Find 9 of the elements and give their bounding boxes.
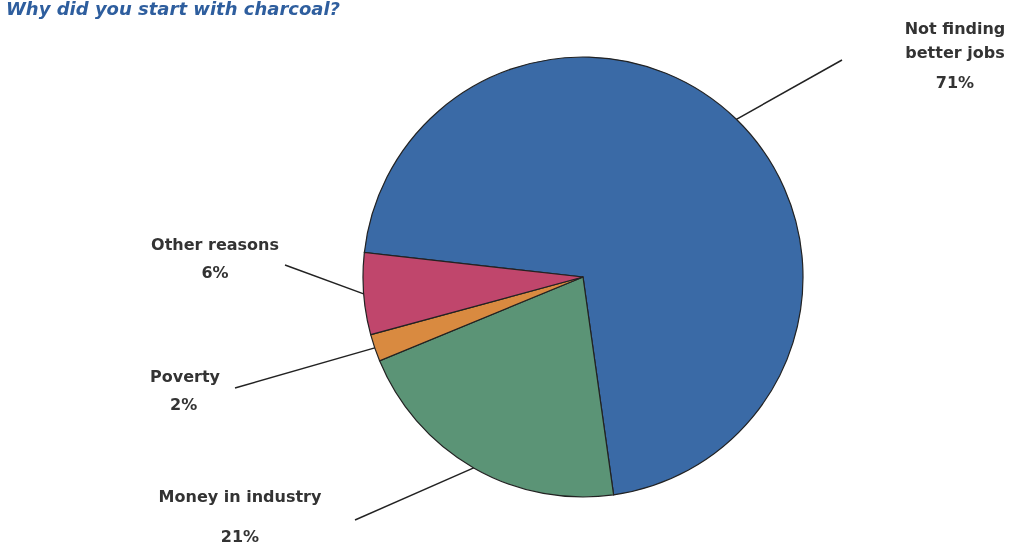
- slice-label: Other reasons: [151, 235, 279, 254]
- slice-label: Poverty: [150, 367, 221, 386]
- chart-title: Why did you start with charcoal?: [6, 0, 341, 19]
- data-label: 71%: [935, 73, 975, 92]
- data-label: 2%: [170, 395, 198, 414]
- slice-label: Not finding better jobs: [904, 19, 1006, 62]
- data-label: 21%: [220, 527, 260, 546]
- data-label: 6%: [201, 263, 229, 282]
- slice-label: Money in industry: [158, 487, 322, 506]
